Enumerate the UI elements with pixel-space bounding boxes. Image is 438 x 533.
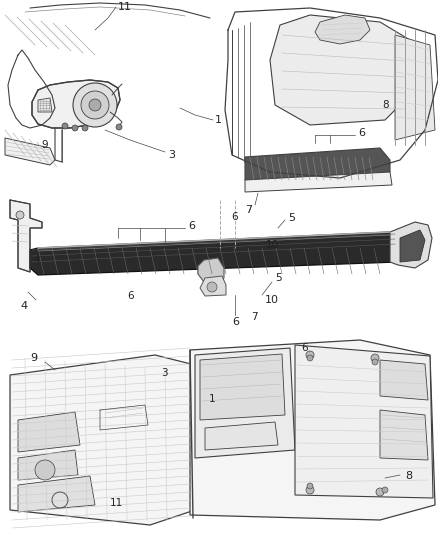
Circle shape bbox=[72, 125, 78, 131]
Text: 5: 5 bbox=[288, 213, 295, 223]
Circle shape bbox=[81, 91, 109, 119]
Polygon shape bbox=[395, 35, 435, 140]
Circle shape bbox=[35, 460, 55, 480]
Circle shape bbox=[371, 354, 379, 362]
Polygon shape bbox=[32, 80, 120, 128]
Polygon shape bbox=[380, 410, 428, 460]
Polygon shape bbox=[5, 138, 55, 165]
Text: 4: 4 bbox=[33, 255, 40, 265]
Circle shape bbox=[62, 123, 68, 129]
Polygon shape bbox=[18, 476, 95, 512]
Circle shape bbox=[306, 486, 314, 494]
Text: 11: 11 bbox=[118, 2, 132, 12]
Polygon shape bbox=[380, 360, 428, 400]
Polygon shape bbox=[195, 348, 295, 458]
Polygon shape bbox=[18, 450, 78, 480]
Circle shape bbox=[116, 124, 122, 130]
Polygon shape bbox=[38, 98, 52, 112]
Text: 5: 5 bbox=[275, 273, 282, 282]
Circle shape bbox=[207, 282, 217, 292]
Text: 10: 10 bbox=[265, 295, 279, 305]
Polygon shape bbox=[30, 232, 398, 275]
Text: 8: 8 bbox=[405, 471, 412, 481]
Text: 8: 8 bbox=[382, 100, 389, 110]
Polygon shape bbox=[200, 276, 226, 296]
Circle shape bbox=[306, 351, 314, 359]
Polygon shape bbox=[10, 355, 195, 525]
Polygon shape bbox=[198, 258, 224, 282]
Text: 6: 6 bbox=[358, 128, 365, 138]
Polygon shape bbox=[245, 148, 390, 180]
Circle shape bbox=[16, 211, 24, 219]
Text: 3: 3 bbox=[168, 150, 175, 160]
Polygon shape bbox=[10, 200, 42, 272]
Circle shape bbox=[89, 99, 101, 111]
Polygon shape bbox=[190, 340, 435, 520]
Text: 9: 9 bbox=[30, 353, 37, 363]
Text: 6: 6 bbox=[232, 317, 239, 327]
Text: 1: 1 bbox=[209, 394, 216, 403]
Text: 6: 6 bbox=[301, 343, 308, 352]
Circle shape bbox=[307, 355, 313, 361]
Text: 4: 4 bbox=[20, 301, 27, 311]
Text: 9: 9 bbox=[42, 140, 49, 150]
Polygon shape bbox=[205, 422, 278, 450]
Polygon shape bbox=[245, 172, 392, 192]
Polygon shape bbox=[295, 345, 433, 498]
Circle shape bbox=[307, 483, 313, 489]
Polygon shape bbox=[390, 222, 432, 268]
Text: 6: 6 bbox=[231, 213, 238, 222]
Polygon shape bbox=[200, 354, 285, 420]
Text: 1: 1 bbox=[215, 115, 222, 125]
Text: 11: 11 bbox=[110, 498, 123, 507]
Circle shape bbox=[82, 125, 88, 131]
Text: 3: 3 bbox=[161, 368, 168, 378]
Circle shape bbox=[73, 83, 117, 127]
Circle shape bbox=[382, 487, 388, 493]
Polygon shape bbox=[400, 230, 425, 262]
Text: 7: 7 bbox=[251, 312, 258, 321]
Text: 6: 6 bbox=[188, 221, 195, 231]
Polygon shape bbox=[315, 15, 370, 44]
Polygon shape bbox=[18, 412, 80, 452]
Circle shape bbox=[372, 359, 378, 365]
Text: 7: 7 bbox=[245, 205, 252, 215]
Text: 6: 6 bbox=[127, 292, 134, 301]
Polygon shape bbox=[270, 15, 410, 125]
Text: 10: 10 bbox=[266, 240, 279, 250]
Circle shape bbox=[376, 488, 384, 496]
